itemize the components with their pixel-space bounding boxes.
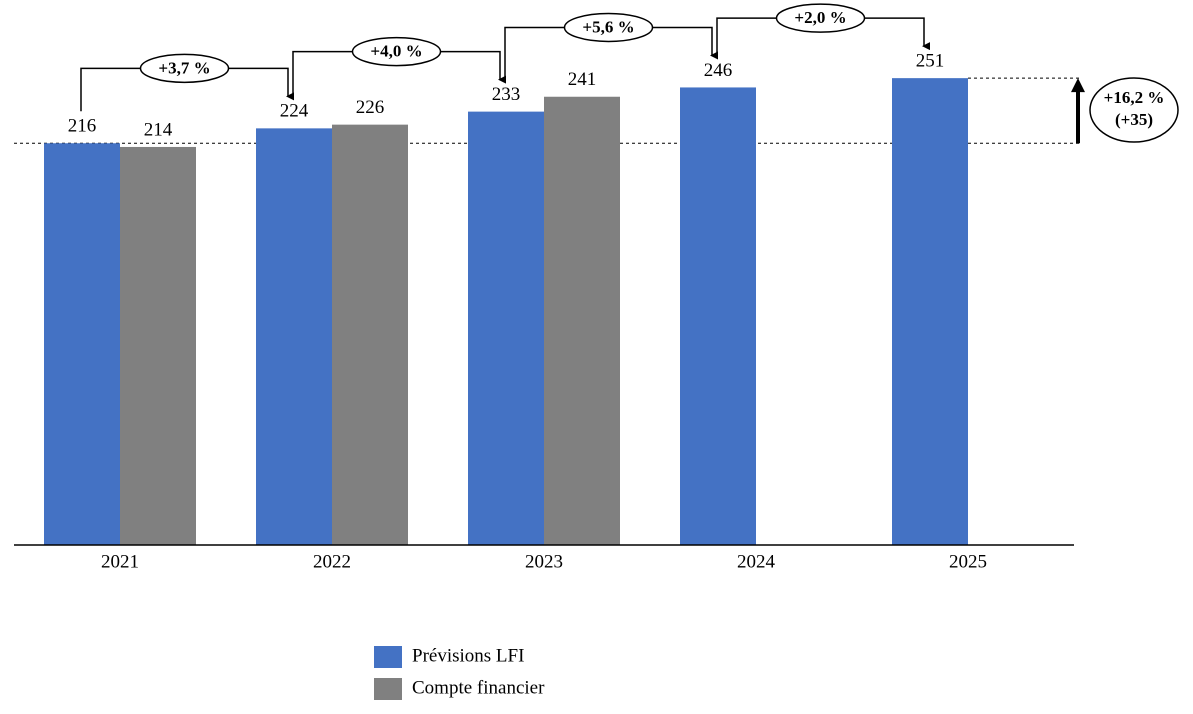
annotation-bubble (775, 3, 866, 33)
bar (892, 78, 968, 545)
value-label: 226 (356, 97, 385, 118)
annotation-bubble (139, 53, 230, 84)
value-label: 224 (280, 101, 309, 122)
x-tick-label: 2023 (525, 551, 563, 572)
x-tick-label: 2022 (313, 551, 351, 572)
bar (544, 96, 620, 546)
value-label: 233 (492, 84, 521, 105)
total-arrowhead (1071, 78, 1085, 93)
legend-label: Compte financier (412, 677, 545, 698)
value-label: 246 (704, 60, 733, 81)
value-label: 216 (68, 116, 97, 137)
legend-label: Prévisions LFI (412, 645, 524, 666)
legend-swatch (374, 678, 402, 700)
annotation: +2,0 % (794, 8, 846, 27)
value-label: 214 (144, 119, 173, 140)
total-bubble (1089, 77, 1179, 143)
annotation-bubble (351, 36, 442, 67)
bar (468, 111, 544, 546)
annotation: +3,7 % (158, 58, 210, 77)
annotation: +5,6 % (582, 17, 634, 36)
x-tick-label: 2025 (949, 551, 987, 572)
bar (680, 87, 756, 545)
value-label: 251 (916, 50, 945, 71)
total-change: +16,2 % (1104, 88, 1165, 107)
value-label: 241 (568, 69, 597, 90)
annotation-bubble (563, 12, 654, 43)
bar (332, 124, 408, 545)
annotation: +4,0 % (370, 42, 422, 61)
bar (120, 146, 196, 545)
bar (44, 143, 120, 546)
total-change: (+35) (1115, 110, 1153, 129)
bar (256, 128, 332, 546)
x-tick-label: 2021 (101, 551, 139, 572)
x-tick-label: 2024 (737, 551, 776, 572)
legend-swatch (374, 646, 402, 668)
